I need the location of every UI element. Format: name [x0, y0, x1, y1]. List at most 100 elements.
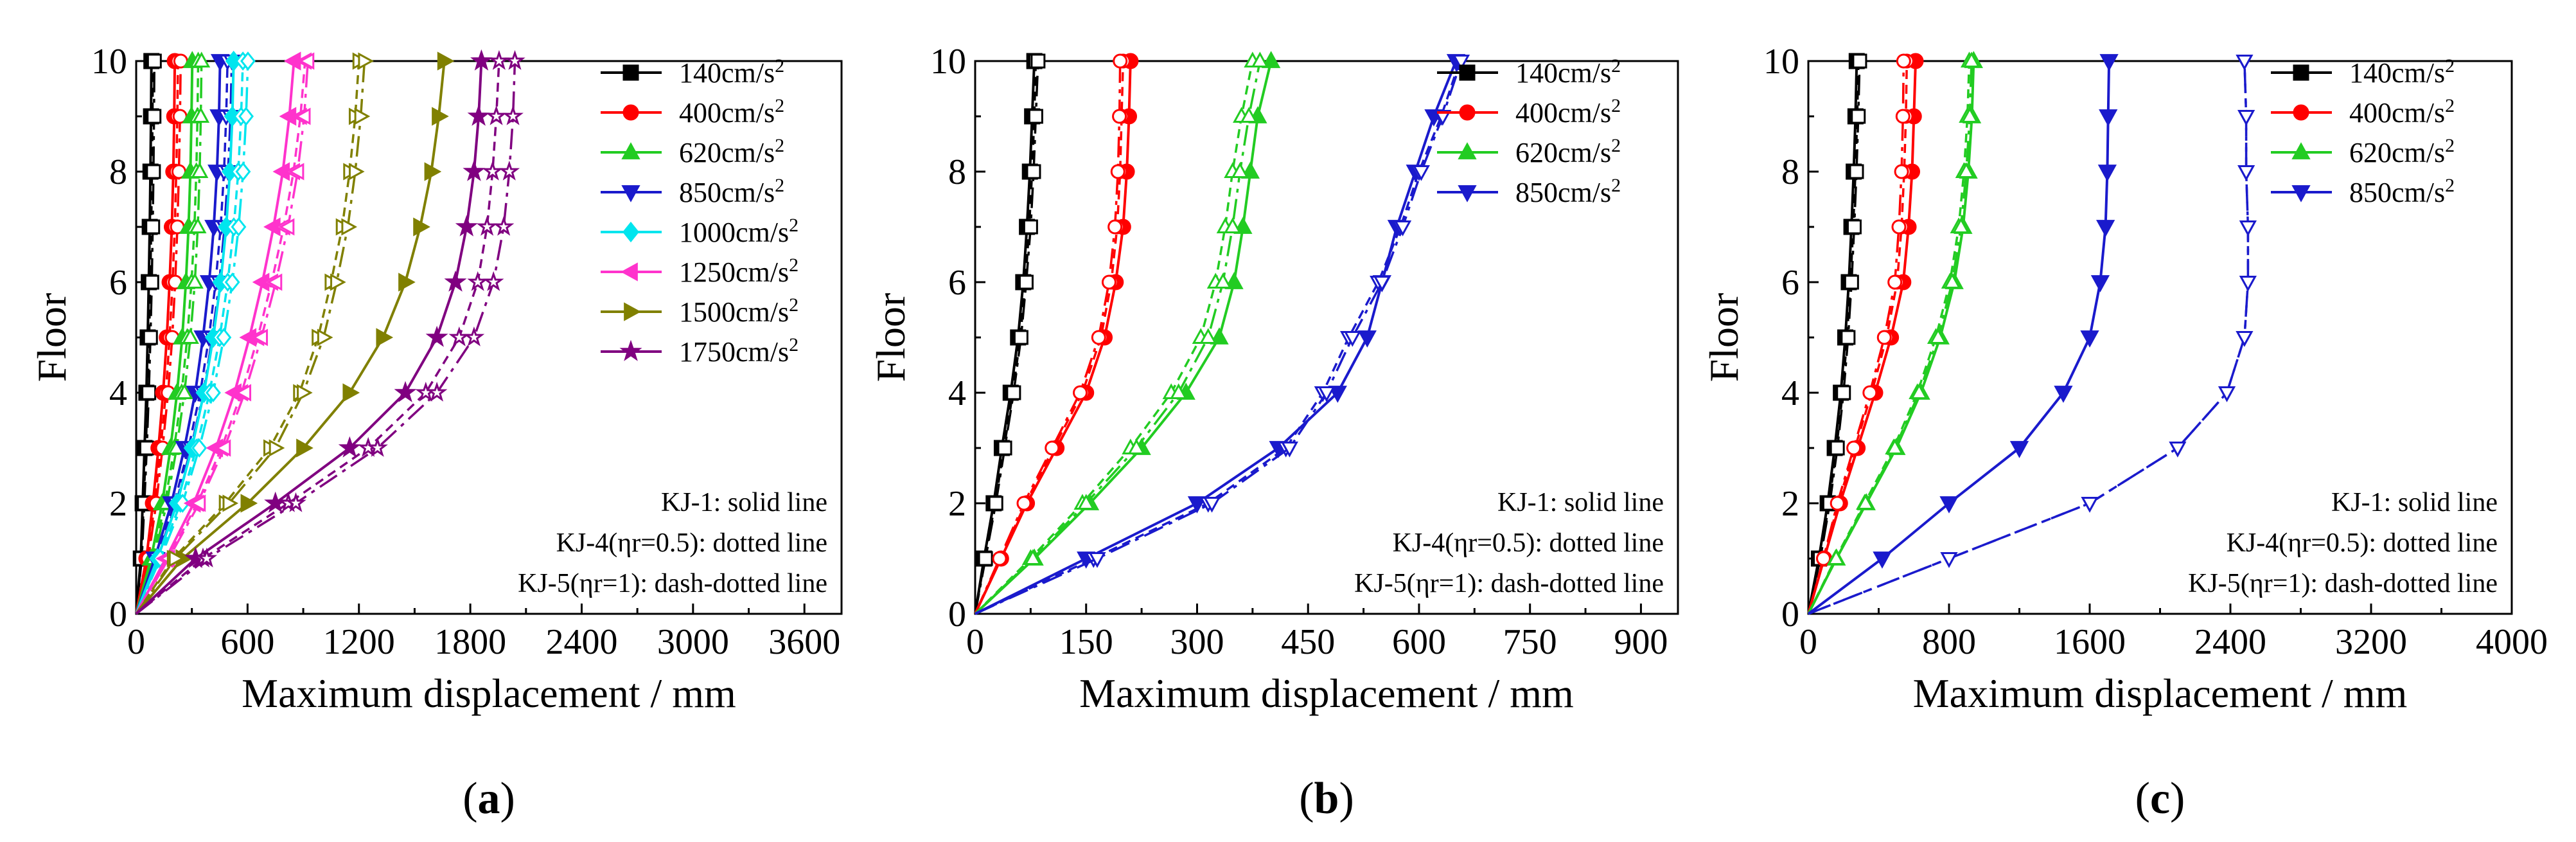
- panel-c: 0 800 1600 2400 3200 4000 0 2 4 6 8 10 Maximum displ…: [1701, 42, 2548, 823]
- data-point-b-3-kj1: [1357, 330, 1377, 348]
- y-tick-label-b: 0: [948, 595, 966, 634]
- legend-label-text: 850cm/s: [1515, 177, 1611, 208]
- legend-label-a-7: 1750cm/s2: [679, 334, 798, 368]
- data-point-a-2-kj5: [191, 162, 209, 178]
- panel-label-letter: a: [478, 774, 500, 823]
- note-a-2: KJ-5(ηr=1): dash-dotted line: [518, 569, 827, 598]
- data-point-b-3-kj5: [1280, 442, 1298, 458]
- panel-b: 0 150 300 450 600 750 900 0 2 4 6 8 10 Maximum displa…: [868, 42, 1679, 823]
- note-b-2: KJ-5(ηr=1): dash-dotted line: [1354, 569, 1664, 598]
- y-tick-label-b: 2: [948, 484, 966, 524]
- data-point-a-2-kj5: [193, 51, 211, 67]
- note-a-0: KJ-1: solid line: [661, 488, 827, 517]
- data-point-a-0-kj5: [143, 330, 158, 345]
- x-tick-label-a: 2400: [545, 622, 617, 662]
- data-point-c-2-kj5: [1957, 162, 1975, 178]
- data-point-a-7-kj4: [488, 49, 510, 70]
- data-point-a-6-kj5: [317, 328, 333, 346]
- data-point-a-6-kj5: [269, 439, 285, 457]
- data-point-a-5-kj5: [252, 328, 269, 346]
- data-point-a-7-kj4: [486, 105, 507, 125]
- data-point-c-0-kj5: [1840, 330, 1856, 345]
- data-point-c-2-kj5: [1952, 217, 1970, 233]
- data-point-b-3-kj5: [1434, 110, 1452, 126]
- data-point-c-2-kj5: [1910, 383, 1928, 399]
- data-point-b-0-kj5: [1030, 53, 1046, 69]
- legend-label-a-2: 620cm/s2: [679, 135, 784, 168]
- legend-label-exponent: 2: [1611, 95, 1621, 116]
- series-c-1: [1807, 53, 1924, 614]
- data-point-b-0-kj5: [978, 551, 993, 566]
- data-point-b-2-kj1: [1210, 327, 1229, 345]
- data-point-b-0-kj5: [1023, 219, 1038, 235]
- data-point-c-2-kj5: [1929, 328, 1947, 344]
- legend-label-text: 620cm/s: [679, 137, 775, 168]
- data-point-b-3-kj5: [1343, 331, 1361, 347]
- data-point-a-0-kj5: [145, 219, 161, 235]
- data-point-b-2-kj5: [1214, 273, 1232, 289]
- legend-label-c-1: 400cm/s2: [2349, 95, 2455, 129]
- data-point-a-4-kj5: [175, 494, 191, 513]
- legend-label-text: 140cm/s: [679, 57, 775, 89]
- series-line-a-1-kj4: [135, 60, 179, 614]
- legend-label-exponent: 2: [2445, 95, 2455, 116]
- legend-label-text: 1000cm/s: [679, 217, 789, 248]
- panel-label-close: ): [1339, 774, 1354, 823]
- series-c-0: [1807, 53, 1867, 614]
- data-point-a-7-kj1: [444, 270, 467, 292]
- legend-label-a-0: 140cm/s2: [679, 55, 784, 89]
- data-point-a-4-kj5: [216, 328, 232, 347]
- data-point-b-1-kj5: [1110, 164, 1125, 179]
- panel-label-letter: b: [1314, 774, 1339, 823]
- data-point-a-4-kj5: [191, 438, 207, 458]
- y-tick-label-b: 6: [948, 263, 966, 303]
- series-c-2: [1807, 51, 1983, 614]
- x-tick-label-c: 800: [1922, 622, 1976, 662]
- y-tick-label-c: 4: [1781, 373, 1799, 413]
- y-tick-label-a: 6: [109, 263, 127, 303]
- x-tick-label-c: 0: [1799, 622, 1817, 662]
- series-line-c-3-kj4: [1808, 60, 2250, 615]
- panel-label-open: (: [463, 774, 477, 823]
- x-tick-label-a: 1200: [323, 622, 395, 662]
- data-point-b-2-kj5: [1199, 328, 1217, 344]
- legend-label-exponent: 2: [775, 135, 784, 156]
- panel-label-close: ): [2170, 774, 2185, 823]
- data-point-c-3-kj5: [2218, 386, 2236, 402]
- data-point-b-3-kj5: [1088, 552, 1106, 568]
- y-tick-label-a: 2: [109, 484, 127, 524]
- data-point-b-2-kj5: [1251, 51, 1269, 67]
- data-point-a-6-kj5: [354, 107, 371, 125]
- x-tick-label-c: 3200: [2335, 622, 2407, 662]
- data-point-a-2-kj5: [175, 383, 193, 399]
- data-point-a-0-kj5: [146, 53, 162, 69]
- legend-label-text: 400cm/s: [2349, 97, 2445, 129]
- data-point-c-1-kj5: [1876, 330, 1892, 345]
- series-line-b-3-kj5: [975, 60, 1463, 615]
- series-a-4: [135, 50, 256, 614]
- data-point-a-2-kj5: [181, 328, 199, 344]
- data-point-a-7-kj5: [504, 49, 525, 70]
- data-point-b-3-kj5: [1318, 386, 1336, 402]
- legend-marker-a-3: [621, 185, 640, 202]
- x-axis-title-b: Maximum displacement / mm: [1079, 670, 1574, 716]
- data-point-a-0-kj5: [144, 274, 159, 290]
- data-point-a-4-kj5: [231, 217, 247, 237]
- legend-marker-a-7: [619, 339, 642, 361]
- legend-label-exponent: 2: [1611, 175, 1621, 196]
- legend-label-a-3: 850cm/s2: [679, 175, 784, 208]
- data-point-c-3-kj1: [2090, 275, 2110, 292]
- data-point-a-5-kj5: [278, 218, 295, 236]
- data-point-c-0-kj5: [1846, 219, 1862, 235]
- y-tick-label-c: 10: [1763, 42, 1799, 82]
- x-axis-title-a: Maximum displacement / mm: [242, 670, 736, 716]
- data-point-c-3-kj1: [2099, 109, 2118, 127]
- data-point-c-3-kj5: [2169, 442, 2187, 458]
- data-point-b-0-kj5: [1026, 164, 1041, 179]
- legend-marker-a-5: [621, 262, 638, 282]
- data-point-b-0-kj5: [997, 440, 1012, 456]
- line-style-notes-b: KJ-1: solid line KJ-4(ηr=0.5): dotted lin…: [1354, 488, 1664, 598]
- series-b-2: [974, 51, 1281, 615]
- legend-label-exponent: 2: [789, 294, 798, 316]
